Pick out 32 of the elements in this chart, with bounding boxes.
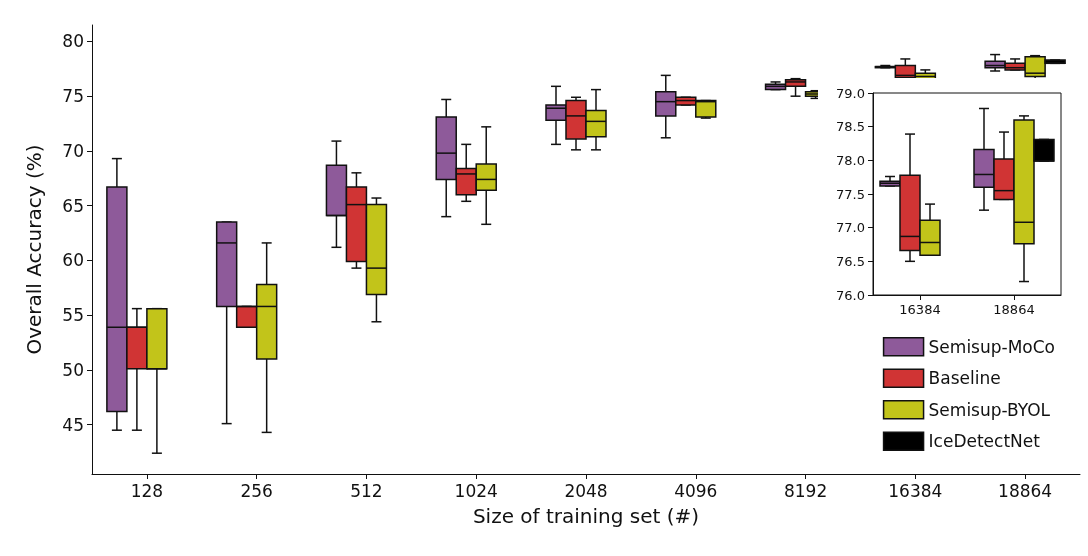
y-tick-label: 55 [62,305,84,326]
y-tick-label: 76.0 [836,287,865,303]
x-tick-label: 4096 [674,480,718,501]
y-tick-label: 78.5 [836,119,865,135]
y-tick-label: 50 [62,359,84,380]
y-tick-label: 77.0 [836,220,865,236]
legend-label: Semisup-MoCo [928,336,1056,357]
legend-label: IceDetectNet [928,431,1041,452]
legend-label: Semisup-BYOL [928,399,1051,420]
legend-label: Baseline [928,368,1001,389]
y-tick-label: 45 [62,414,84,435]
x-tick-label: 18864 [993,302,1035,317]
y-tick-label: 75 [62,86,84,107]
x-tick-label: 512 [350,480,383,501]
x-tick-label: 128 [130,480,164,501]
y-tick-label: 78.0 [836,152,865,168]
x-tick-label: 18864 [998,480,1053,501]
x-tick-label: 16384 [888,480,943,501]
y-tick-label: 79.0 [836,85,865,101]
x-tick-label: 256 [240,480,273,501]
y-tick-label: 80 [62,31,84,52]
x-axis-title: Size of training set (#) [472,504,700,528]
y-axis-title: Overall Accuracy (%) [22,144,46,355]
y-tick-label: 77.5 [836,186,865,202]
y-tick-label: 60 [62,250,84,271]
x-tick-label: 8192 [783,480,828,501]
y-tick-label: 76.5 [836,253,865,269]
x-tick-label: 1024 [454,480,498,501]
x-tick-label: 2048 [564,480,608,501]
y-tick-label: 65 [62,195,84,216]
x-tick-label: 16384 [899,302,941,317]
y-tick-label: 70 [62,140,84,161]
